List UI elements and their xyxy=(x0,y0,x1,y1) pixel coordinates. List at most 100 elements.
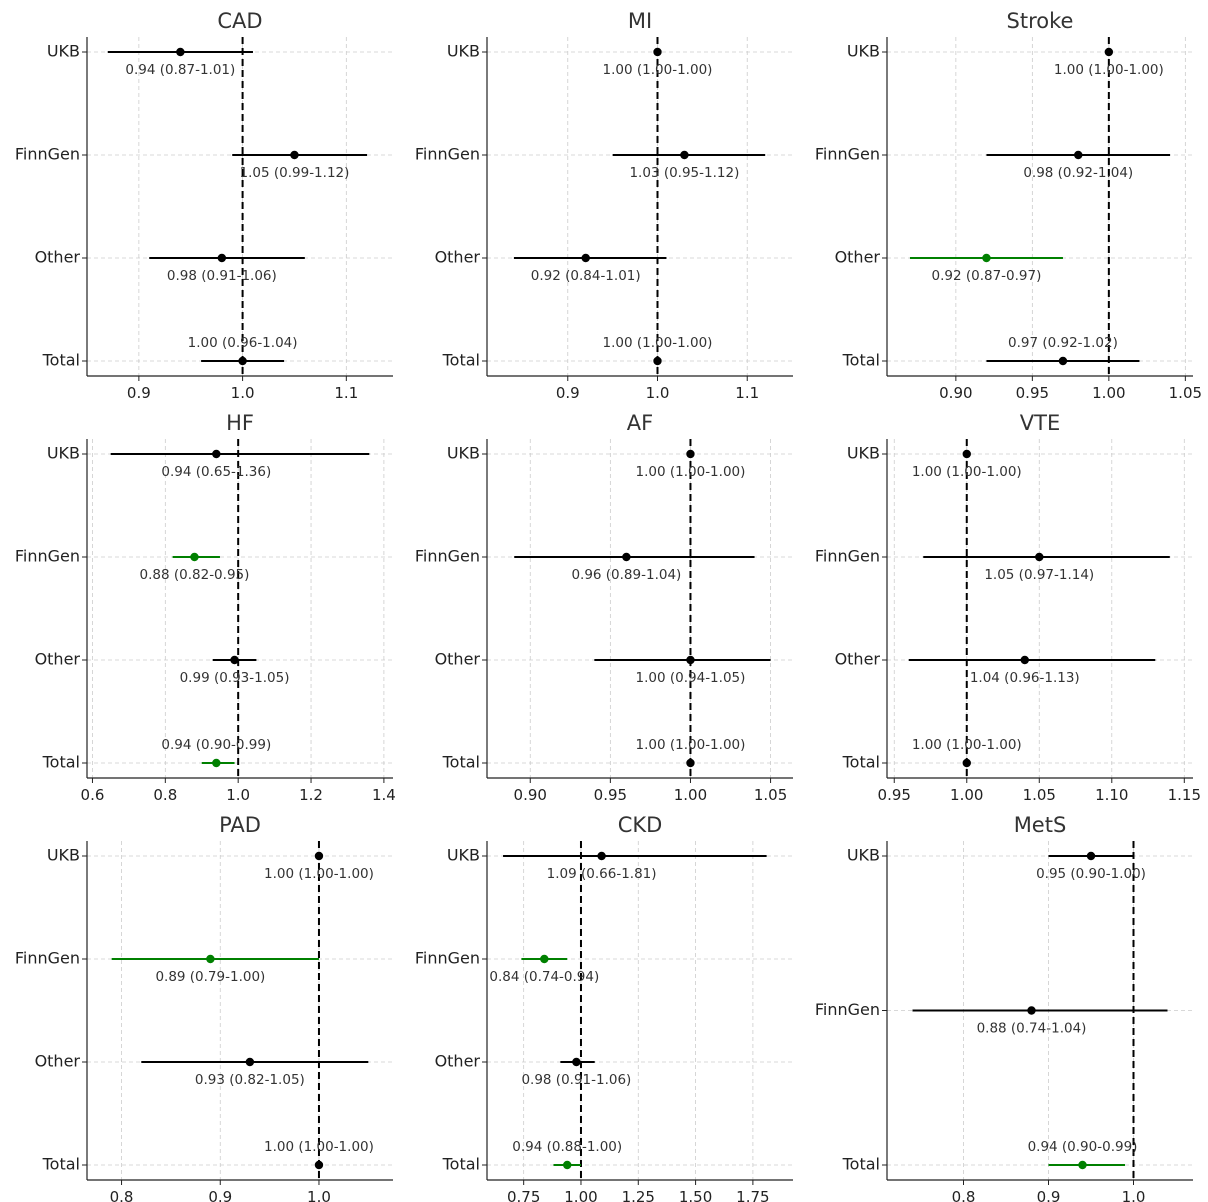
y-tick-label: Total xyxy=(442,1155,480,1174)
point-estimate xyxy=(597,851,606,861)
point-estimate xyxy=(314,1160,324,1170)
point-estimate xyxy=(1078,1160,1087,1170)
estimate-label: 1.00 (0.94-1.05) xyxy=(636,670,746,686)
x-tick-label: 1.05 xyxy=(1023,786,1056,804)
x-tick-label: 0.8 xyxy=(110,1188,134,1202)
y-tick-label: FinnGen xyxy=(815,547,880,566)
y-tick-label: Total xyxy=(42,1155,80,1174)
estimate-label: 0.97 (0.92-1.02) xyxy=(1008,335,1118,351)
y-tick-label: Other xyxy=(35,1052,81,1071)
x-tick-label: 0.9 xyxy=(208,1188,232,1202)
y-tick-label: Total xyxy=(42,753,80,772)
y-tick-label: Total xyxy=(842,351,880,370)
estimate-label: 0.94 (0.90-0.99) xyxy=(161,737,271,753)
point-estimate xyxy=(1104,47,1114,57)
estimate-label: 1.00 (1.00-1.00) xyxy=(264,866,374,882)
row-total: 1.00 (1.00-1.00) xyxy=(636,737,745,768)
panel-title: Stroke xyxy=(1007,9,1074,33)
x-tick-label: 0.6 xyxy=(81,786,105,804)
point-estimate xyxy=(212,449,221,459)
row-total: 1.00 (1.00-1.00) xyxy=(603,335,712,366)
x-tick-label: 0.90 xyxy=(514,786,547,804)
point-estimate xyxy=(1035,552,1044,562)
row-finngen: 1.05 (0.99-1.12) xyxy=(232,150,368,181)
x-tick-label: 1.00 xyxy=(1092,384,1125,402)
estimate-label: 0.94 (0.90-0.99) xyxy=(1028,1139,1138,1155)
y-tick-label: UKB xyxy=(847,846,880,865)
y-tick-label: UKB xyxy=(447,444,480,463)
x-tick-label: 1.25 xyxy=(622,1188,655,1202)
point-estimate xyxy=(1086,851,1096,861)
row-finngen: 0.98 (0.92-1.04) xyxy=(986,150,1171,181)
estimate-label: 0.99 (0.93-1.05) xyxy=(180,670,290,686)
y-tick-label: UKB xyxy=(447,42,480,61)
estimate-label: 0.92 (0.84-1.01) xyxy=(531,268,641,284)
row-other: 0.92 (0.84-1.01) xyxy=(513,253,667,284)
point-estimate xyxy=(982,253,991,263)
y-tick-label: FinnGen xyxy=(815,145,880,164)
row-ukb: 1.00 (1.00-1.00) xyxy=(1054,47,1164,78)
row-other: 0.98 (0.91-1.06) xyxy=(149,253,305,284)
row-ukb: 0.94 (0.65-1.36) xyxy=(110,449,370,480)
x-tick-label: 1.00 xyxy=(674,786,707,804)
panel-mets: MetS 0.8 0.9 1.0 UKB FinnGen Total 0.95 (0.90-1… xyxy=(815,813,1193,1202)
y-tick-label: FinnGen xyxy=(15,949,80,968)
y-tick-label: Total xyxy=(42,351,80,370)
panel-title: AF xyxy=(627,411,653,435)
point-estimate xyxy=(190,552,199,562)
panel-title: CAD xyxy=(217,9,262,33)
estimate-label: 0.98 (0.92-1.04) xyxy=(1023,165,1133,181)
y-tick-label: Total xyxy=(442,753,480,772)
estimate-label: 1.00 (1.00-1.00) xyxy=(1054,62,1164,78)
panel-vte: VTE 0.95 1.00 1.05 1.10 1.15 UKB FinnGen Other To… xyxy=(815,411,1201,804)
point-estimate xyxy=(1074,150,1083,160)
y-tick-label: Total xyxy=(442,351,480,370)
row-total: 1.00 (1.00-1.00) xyxy=(264,1139,374,1170)
estimate-label: 0.93 (0.82-1.05) xyxy=(195,1072,305,1088)
row-ukb: 1.09 (0.66-1.81) xyxy=(503,851,767,882)
x-tick-label: 1.4 xyxy=(372,786,396,804)
estimate-label: 0.96 (0.89-1.04) xyxy=(571,567,681,583)
point-estimate xyxy=(581,253,590,263)
point-estimate xyxy=(563,1160,572,1170)
panel-title: HF xyxy=(226,411,254,435)
row-ukb: 1.00 (1.00-1.00) xyxy=(264,851,374,882)
estimate-label: 1.00 (1.00-1.00) xyxy=(603,62,713,78)
estimate-label: 0.98 (0.91-1.06) xyxy=(167,268,277,284)
x-tick-label: 0.95 xyxy=(1016,384,1049,402)
row-finngen: 0.88 (0.82-0.95) xyxy=(140,552,249,583)
point-estimate xyxy=(686,758,695,768)
point-estimate xyxy=(540,954,549,964)
x-tick-label: 1.0 xyxy=(226,786,250,804)
row-other: 0.93 (0.82-1.05) xyxy=(141,1057,369,1088)
y-tick-label: UKB xyxy=(47,444,80,463)
y-tick-label: FinnGen xyxy=(15,547,80,566)
point-estimate xyxy=(1058,356,1068,366)
estimate-label: 0.84 (0.74-0.94) xyxy=(489,969,599,985)
panel-title: PAD xyxy=(219,813,261,837)
row-finngen: 1.03 (0.95-1.12) xyxy=(612,150,766,181)
row-ukb: 1.00 (1.00-1.00) xyxy=(636,449,745,480)
point-estimate xyxy=(212,758,221,768)
row-other: 0.98 (0.91-1.06) xyxy=(521,1057,631,1088)
x-tick-label: 1.0 xyxy=(307,1188,331,1202)
y-tick-label: FinnGen xyxy=(815,1000,880,1019)
point-estimate xyxy=(686,449,695,459)
estimate-label: 1.00 (0.96-1.04) xyxy=(188,335,298,351)
row-finngen: 0.96 (0.89-1.04) xyxy=(514,552,755,583)
row-other: 1.04 (0.96-1.13) xyxy=(908,655,1156,686)
x-tick-label: 1.10 xyxy=(1095,786,1128,804)
x-tick-label: 1.1 xyxy=(735,384,759,402)
row-other: 1.00 (0.94-1.05) xyxy=(594,655,771,686)
row-ukb: 1.00 (1.00-1.00) xyxy=(912,449,1022,480)
point-estimate xyxy=(653,356,662,366)
estimate-label: 1.03 (0.95-1.12) xyxy=(629,165,739,181)
y-tick-label: Other xyxy=(435,650,481,669)
x-tick-label: 1.05 xyxy=(1169,384,1202,402)
estimate-label: 0.95 (0.90-1.00) xyxy=(1036,866,1146,882)
x-tick-label: 0.90 xyxy=(939,384,972,402)
row-finngen: 1.05 (0.97-1.14) xyxy=(923,552,1170,583)
estimate-label: 0.89 (0.79-1.00) xyxy=(155,969,265,985)
estimate-label: 1.09 (0.66-1.81) xyxy=(547,866,657,882)
